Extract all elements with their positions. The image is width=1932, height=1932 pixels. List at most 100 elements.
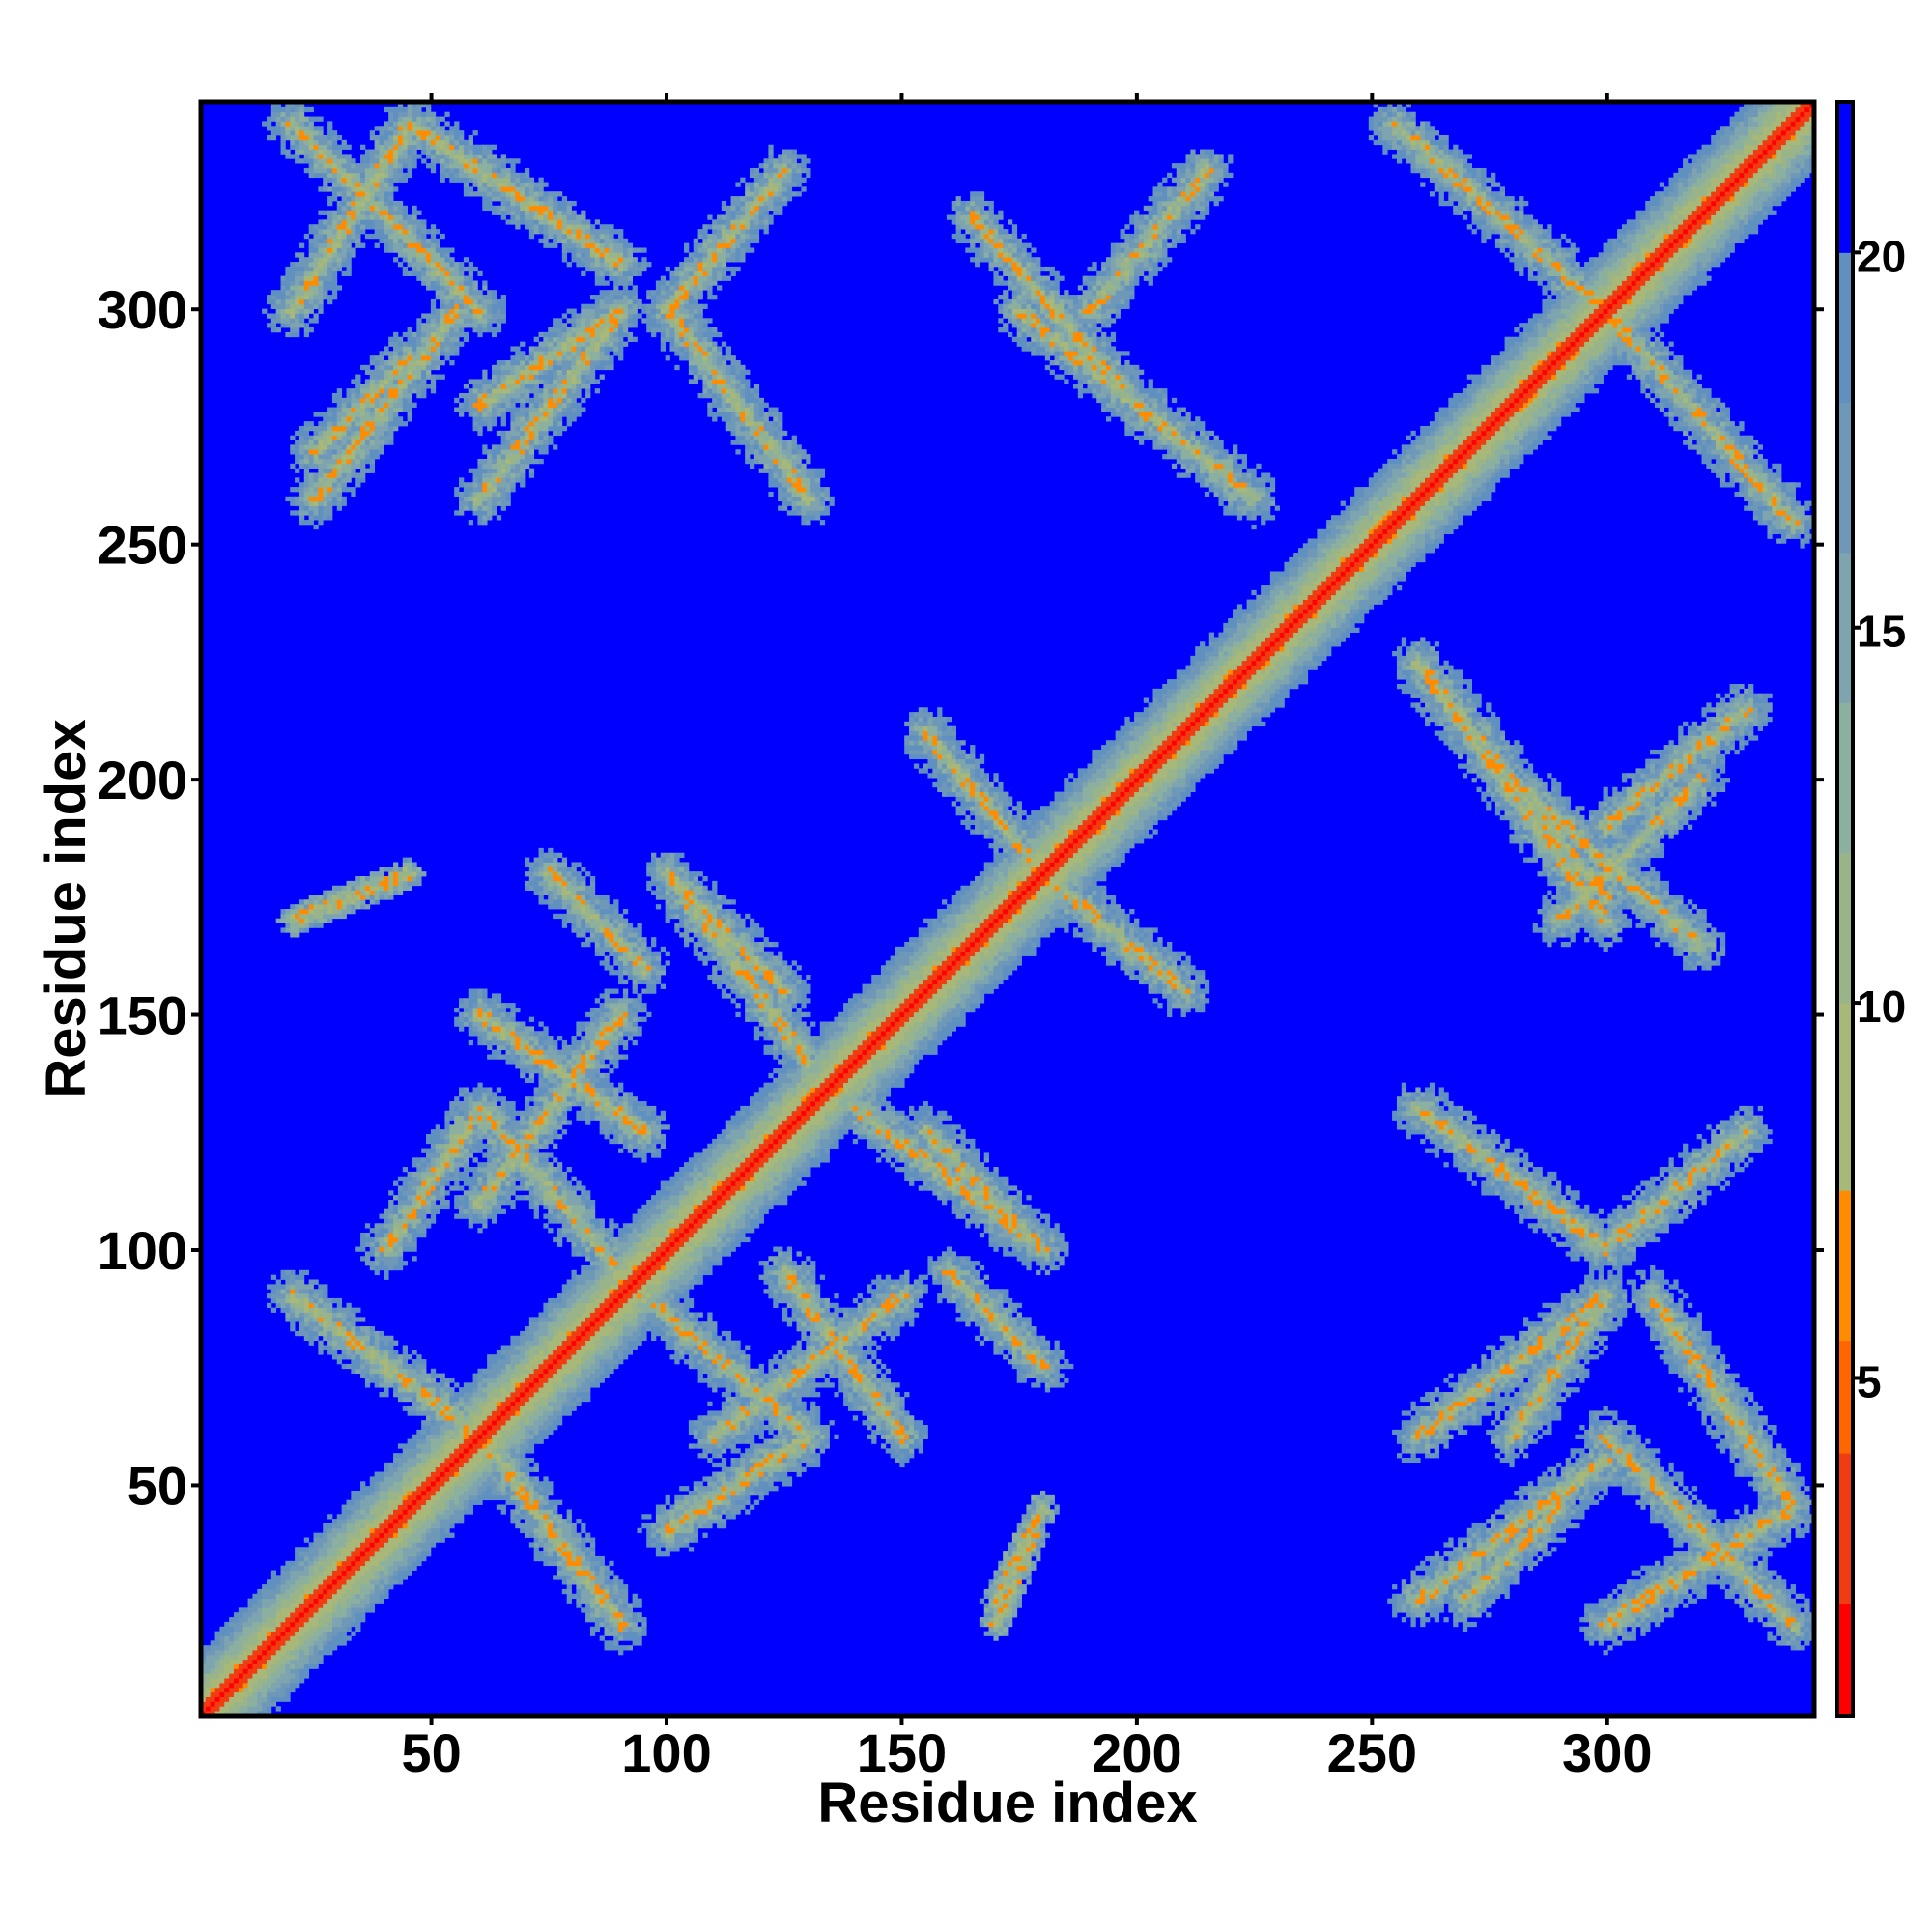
heatmap-cell <box>384 393 388 398</box>
heatmap-cell <box>426 126 431 130</box>
heatmap-cell <box>436 1538 440 1543</box>
heatmap-cell <box>408 1228 412 1233</box>
heatmap-cell <box>332 158 337 163</box>
heatmap-cell <box>454 309 459 314</box>
heatmap-cell <box>295 1664 299 1669</box>
heatmap-cell <box>398 1378 403 1382</box>
heatmap-cell <box>299 1589 304 1594</box>
heatmap-cell <box>342 1313 347 1318</box>
heatmap-cell <box>426 1209 431 1214</box>
heatmap-cell <box>477 1101 482 1106</box>
heatmap-cell <box>449 313 454 318</box>
heatmap-cell <box>271 1589 276 1594</box>
heatmap-cell <box>314 1308 319 1313</box>
heatmap-cell <box>421 1528 426 1533</box>
heatmap-cell <box>337 1607 342 1612</box>
heatmap-cell <box>388 1519 393 1523</box>
heatmap-cell <box>370 1228 375 1233</box>
heatmap-cell <box>295 459 299 464</box>
heatmap-cell <box>365 412 370 416</box>
heatmap-cell <box>482 1124 487 1129</box>
heatmap-cell <box>267 1655 271 1660</box>
heatmap-cell <box>351 886 355 891</box>
heatmap-cell <box>444 276 449 281</box>
heatmap-cell <box>482 1017 487 1022</box>
heatmap-cell <box>342 914 347 919</box>
heatmap-cell <box>473 1149 478 1153</box>
heatmap-cell <box>412 365 416 370</box>
heatmap-cell <box>412 403 416 408</box>
heatmap-cell <box>375 178 380 183</box>
heatmap-cell <box>267 295 271 299</box>
heatmap-cell <box>449 1439 454 1444</box>
heatmap-cell <box>234 1692 239 1697</box>
heatmap-cell <box>370 215 375 220</box>
heatmap-cell <box>487 482 492 487</box>
heatmap-cell <box>426 1533 431 1538</box>
heatmap-cell <box>351 234 355 239</box>
heatmap-cell <box>416 107 421 112</box>
heatmap-cell <box>370 1345 375 1350</box>
heatmap-cell <box>290 1566 295 1571</box>
heatmap-cell <box>365 1533 370 1538</box>
heatmap-cell <box>332 186 337 191</box>
heatmap-cell <box>388 398 393 403</box>
heatmap-cell <box>252 1640 257 1645</box>
heatmap-cell <box>314 899 319 904</box>
heatmap-cell <box>421 262 426 267</box>
heatmap-cell <box>403 388 408 393</box>
heatmap-cell <box>323 1584 327 1589</box>
heatmap-cell <box>239 1655 243 1660</box>
heatmap-cell <box>403 1382 408 1387</box>
heatmap-cell <box>464 492 469 497</box>
heatmap-cell <box>459 1111 464 1116</box>
heatmap-cell <box>229 1692 234 1697</box>
heatmap-cell <box>421 365 426 370</box>
heatmap-cell <box>454 163 459 168</box>
heatmap-cell <box>346 1612 351 1617</box>
heatmap-cell <box>388 351 393 355</box>
heatmap-cell <box>482 1402 487 1406</box>
heatmap-cell <box>262 1589 267 1594</box>
heatmap-cell <box>365 1566 370 1571</box>
heatmap-cell <box>314 909 319 914</box>
heatmap-cell <box>482 1392 487 1397</box>
heatmap-cell <box>332 252 337 257</box>
heatmap-cell <box>252 1697 257 1702</box>
heatmap-cell <box>267 1627 271 1632</box>
heatmap-cell <box>304 1289 309 1293</box>
heatmap-cell <box>370 219 375 224</box>
heatmap-cell <box>384 215 388 220</box>
heatmap-cell <box>365 1374 370 1378</box>
heatmap-cell <box>487 449 492 454</box>
heatmap-cell <box>355 1364 360 1369</box>
heatmap-cell <box>314 1317 319 1321</box>
heatmap-cell <box>314 412 319 416</box>
heatmap-cell <box>477 506 482 511</box>
heatmap-cell <box>412 1177 416 1181</box>
heatmap-cell <box>454 1463 459 1467</box>
heatmap-cell <box>248 1617 253 1622</box>
heatmap-cell <box>384 421 388 426</box>
heatmap-cell <box>323 239 327 243</box>
heatmap-cell <box>342 904 347 909</box>
heatmap-cell <box>388 1350 393 1354</box>
heatmap-cell <box>398 1374 403 1378</box>
heatmap-cell <box>318 290 323 295</box>
heatmap-cell <box>388 1584 393 1589</box>
heatmap-cell <box>337 234 342 239</box>
heatmap-cell <box>412 1472 416 1477</box>
heatmap-cell <box>459 412 464 416</box>
heatmap-cell <box>234 1650 239 1655</box>
heatmap-cell <box>323 1599 327 1604</box>
heatmap-cell <box>464 332 469 337</box>
heatmap-cell <box>469 1167 473 1172</box>
heatmap-cell <box>309 130 314 135</box>
heatmap-cell <box>379 412 384 416</box>
heatmap-cell <box>323 444 327 449</box>
heatmap-cell <box>379 158 384 163</box>
heatmap-cell <box>440 158 445 163</box>
heatmap-cell <box>370 871 375 876</box>
heatmap-cell <box>421 280 426 285</box>
heatmap-cell <box>473 163 478 168</box>
